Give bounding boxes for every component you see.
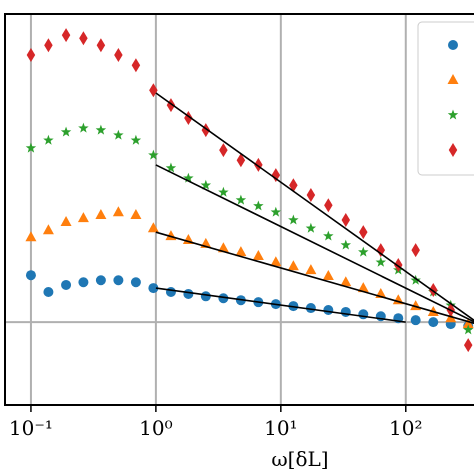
marker — [44, 38, 53, 53]
marker — [305, 222, 317, 233]
marker — [79, 31, 88, 46]
marker — [149, 83, 158, 98]
marker — [95, 275, 106, 286]
marker — [235, 194, 247, 205]
marker — [271, 168, 281, 183]
marker — [78, 277, 89, 288]
marker — [200, 179, 212, 190]
marker — [95, 124, 107, 135]
marker — [112, 206, 124, 217]
marker — [217, 242, 229, 253]
marker — [357, 282, 369, 293]
x-tick-label: 10⁰ — [139, 416, 172, 440]
marker — [95, 208, 107, 219]
marker — [183, 288, 194, 299]
marker — [130, 134, 142, 145]
marker — [236, 153, 246, 168]
marker — [183, 172, 194, 183]
marker — [61, 28, 71, 43]
marker — [165, 287, 176, 298]
marker — [61, 279, 72, 290]
marker — [340, 276, 352, 287]
marker — [447, 74, 459, 84]
marker — [375, 256, 387, 267]
marker — [463, 338, 473, 353]
marker — [219, 143, 228, 158]
marker — [78, 122, 89, 133]
marker — [376, 243, 386, 258]
marker — [147, 222, 159, 233]
x-tick-label: 10¹ — [264, 416, 297, 440]
marker — [25, 270, 36, 281]
marker — [359, 225, 368, 240]
marker — [340, 306, 351, 317]
marker — [305, 303, 316, 314]
marker — [358, 246, 369, 257]
marker — [114, 48, 123, 63]
marker — [324, 198, 333, 213]
marker — [410, 274, 421, 285]
marker — [341, 213, 351, 228]
marker — [131, 58, 141, 73]
marker — [43, 134, 54, 145]
marker — [253, 200, 264, 211]
marker — [218, 293, 229, 304]
marker — [358, 309, 369, 320]
marker — [25, 231, 37, 242]
x-axis-label: ω[δL] — [271, 447, 328, 471]
marker — [200, 291, 211, 302]
marker — [148, 149, 159, 160]
marker — [130, 277, 141, 288]
marker — [218, 186, 229, 197]
marker — [462, 324, 474, 335]
marker — [270, 206, 282, 217]
marker — [148, 283, 159, 294]
marker — [77, 212, 89, 223]
marker — [25, 142, 37, 153]
marker — [411, 243, 420, 258]
fit-line — [155, 287, 406, 323]
marker — [165, 162, 177, 173]
marker — [287, 260, 299, 271]
fit-line — [155, 92, 474, 322]
x-axis: 10⁻¹ 10⁰ 10¹ 10² — [9, 405, 423, 440]
marker — [270, 256, 282, 267]
plot-area — [25, 28, 474, 353]
marker — [113, 275, 124, 286]
marker — [322, 269, 334, 280]
marker — [96, 38, 106, 53]
marker — [289, 178, 298, 193]
grid — [5, 14, 474, 405]
marker — [42, 224, 54, 235]
marker — [113, 129, 124, 140]
marker — [26, 48, 36, 63]
marker — [448, 40, 458, 50]
marker — [305, 264, 317, 275]
marker — [60, 216, 72, 227]
plot-frame — [4, 13, 474, 406]
marker — [43, 287, 54, 298]
marker — [429, 283, 438, 298]
fit-line — [155, 231, 474, 325]
marker — [130, 208, 142, 219]
marker — [340, 239, 352, 250]
marker — [323, 304, 334, 315]
marker — [448, 143, 458, 157]
marker — [462, 318, 474, 329]
marker — [288, 214, 299, 225]
legend — [417, 21, 474, 176]
marker — [428, 317, 439, 328]
marker — [60, 126, 72, 137]
marker — [410, 315, 421, 326]
fit-line — [155, 164, 474, 323]
x-tick-label: 10² — [389, 416, 422, 440]
marker — [235, 246, 247, 257]
marker — [252, 250, 264, 261]
marker — [306, 188, 316, 203]
x-tick-label: 10⁻¹ — [9, 416, 53, 440]
marker — [323, 230, 334, 241]
marker — [447, 109, 459, 120]
